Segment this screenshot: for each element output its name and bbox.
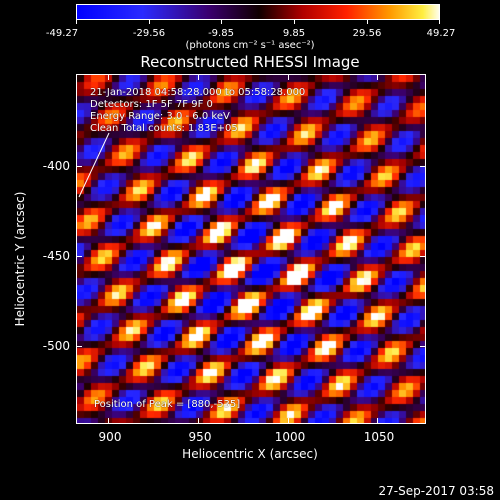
energy-range-label: Energy Range: 3.0 - 6.0 keV <box>90 111 230 122</box>
colorbar-tick-label: 9.85 <box>282 28 306 39</box>
colorbar-tick-label: 49.27 <box>426 28 456 39</box>
peak-position-label: Position of Peak = [880,-535] <box>94 399 241 410</box>
colorbar-tick-label: -29.56 <box>132 28 166 39</box>
y-tick-label: -500 <box>42 339 70 353</box>
colorbar-tick-label: -49.27 <box>45 28 79 39</box>
colorbar-tick-label: -9.85 <box>208 28 234 39</box>
clean-label: Clean Total counts: 1.83E+05 <box>90 123 238 134</box>
y-tick-label: -450 <box>42 249 70 263</box>
footer-date: 27-Sep-2017 03:58 <box>378 484 494 498</box>
y-axis-label: Heliocentric Y (arcsec) <box>13 191 27 327</box>
x-tick-label: 1050 <box>363 430 395 444</box>
limb-line <box>78 132 110 198</box>
y-tick-label: -400 <box>42 159 70 173</box>
detectors-label: Detectors: 1F 5F 7F 9F 0 <box>90 99 213 110</box>
rhessi-image-plot: 21-Jan-2018 04:58:28.000 to 05:58:28.000… <box>76 74 426 424</box>
x-axis-label: Heliocentric X (arcsec) <box>182 447 318 461</box>
colorbar-units: (photons cm⁻² s⁻¹ asec⁻²) <box>185 40 315 51</box>
image-raster <box>77 75 425 423</box>
time-range-label: 21-Jan-2018 04:58:28.000 to 05:58:28.000 <box>90 87 306 98</box>
x-tick-label: 1000 <box>274 430 306 444</box>
x-tick-label: 900 <box>98 430 122 444</box>
colorbar <box>76 4 440 20</box>
colorbar-tick-label: 29.56 <box>352 28 382 39</box>
image-title: Reconstructed RHESSI Image <box>140 53 360 71</box>
x-tick-label: 950 <box>188 430 212 444</box>
